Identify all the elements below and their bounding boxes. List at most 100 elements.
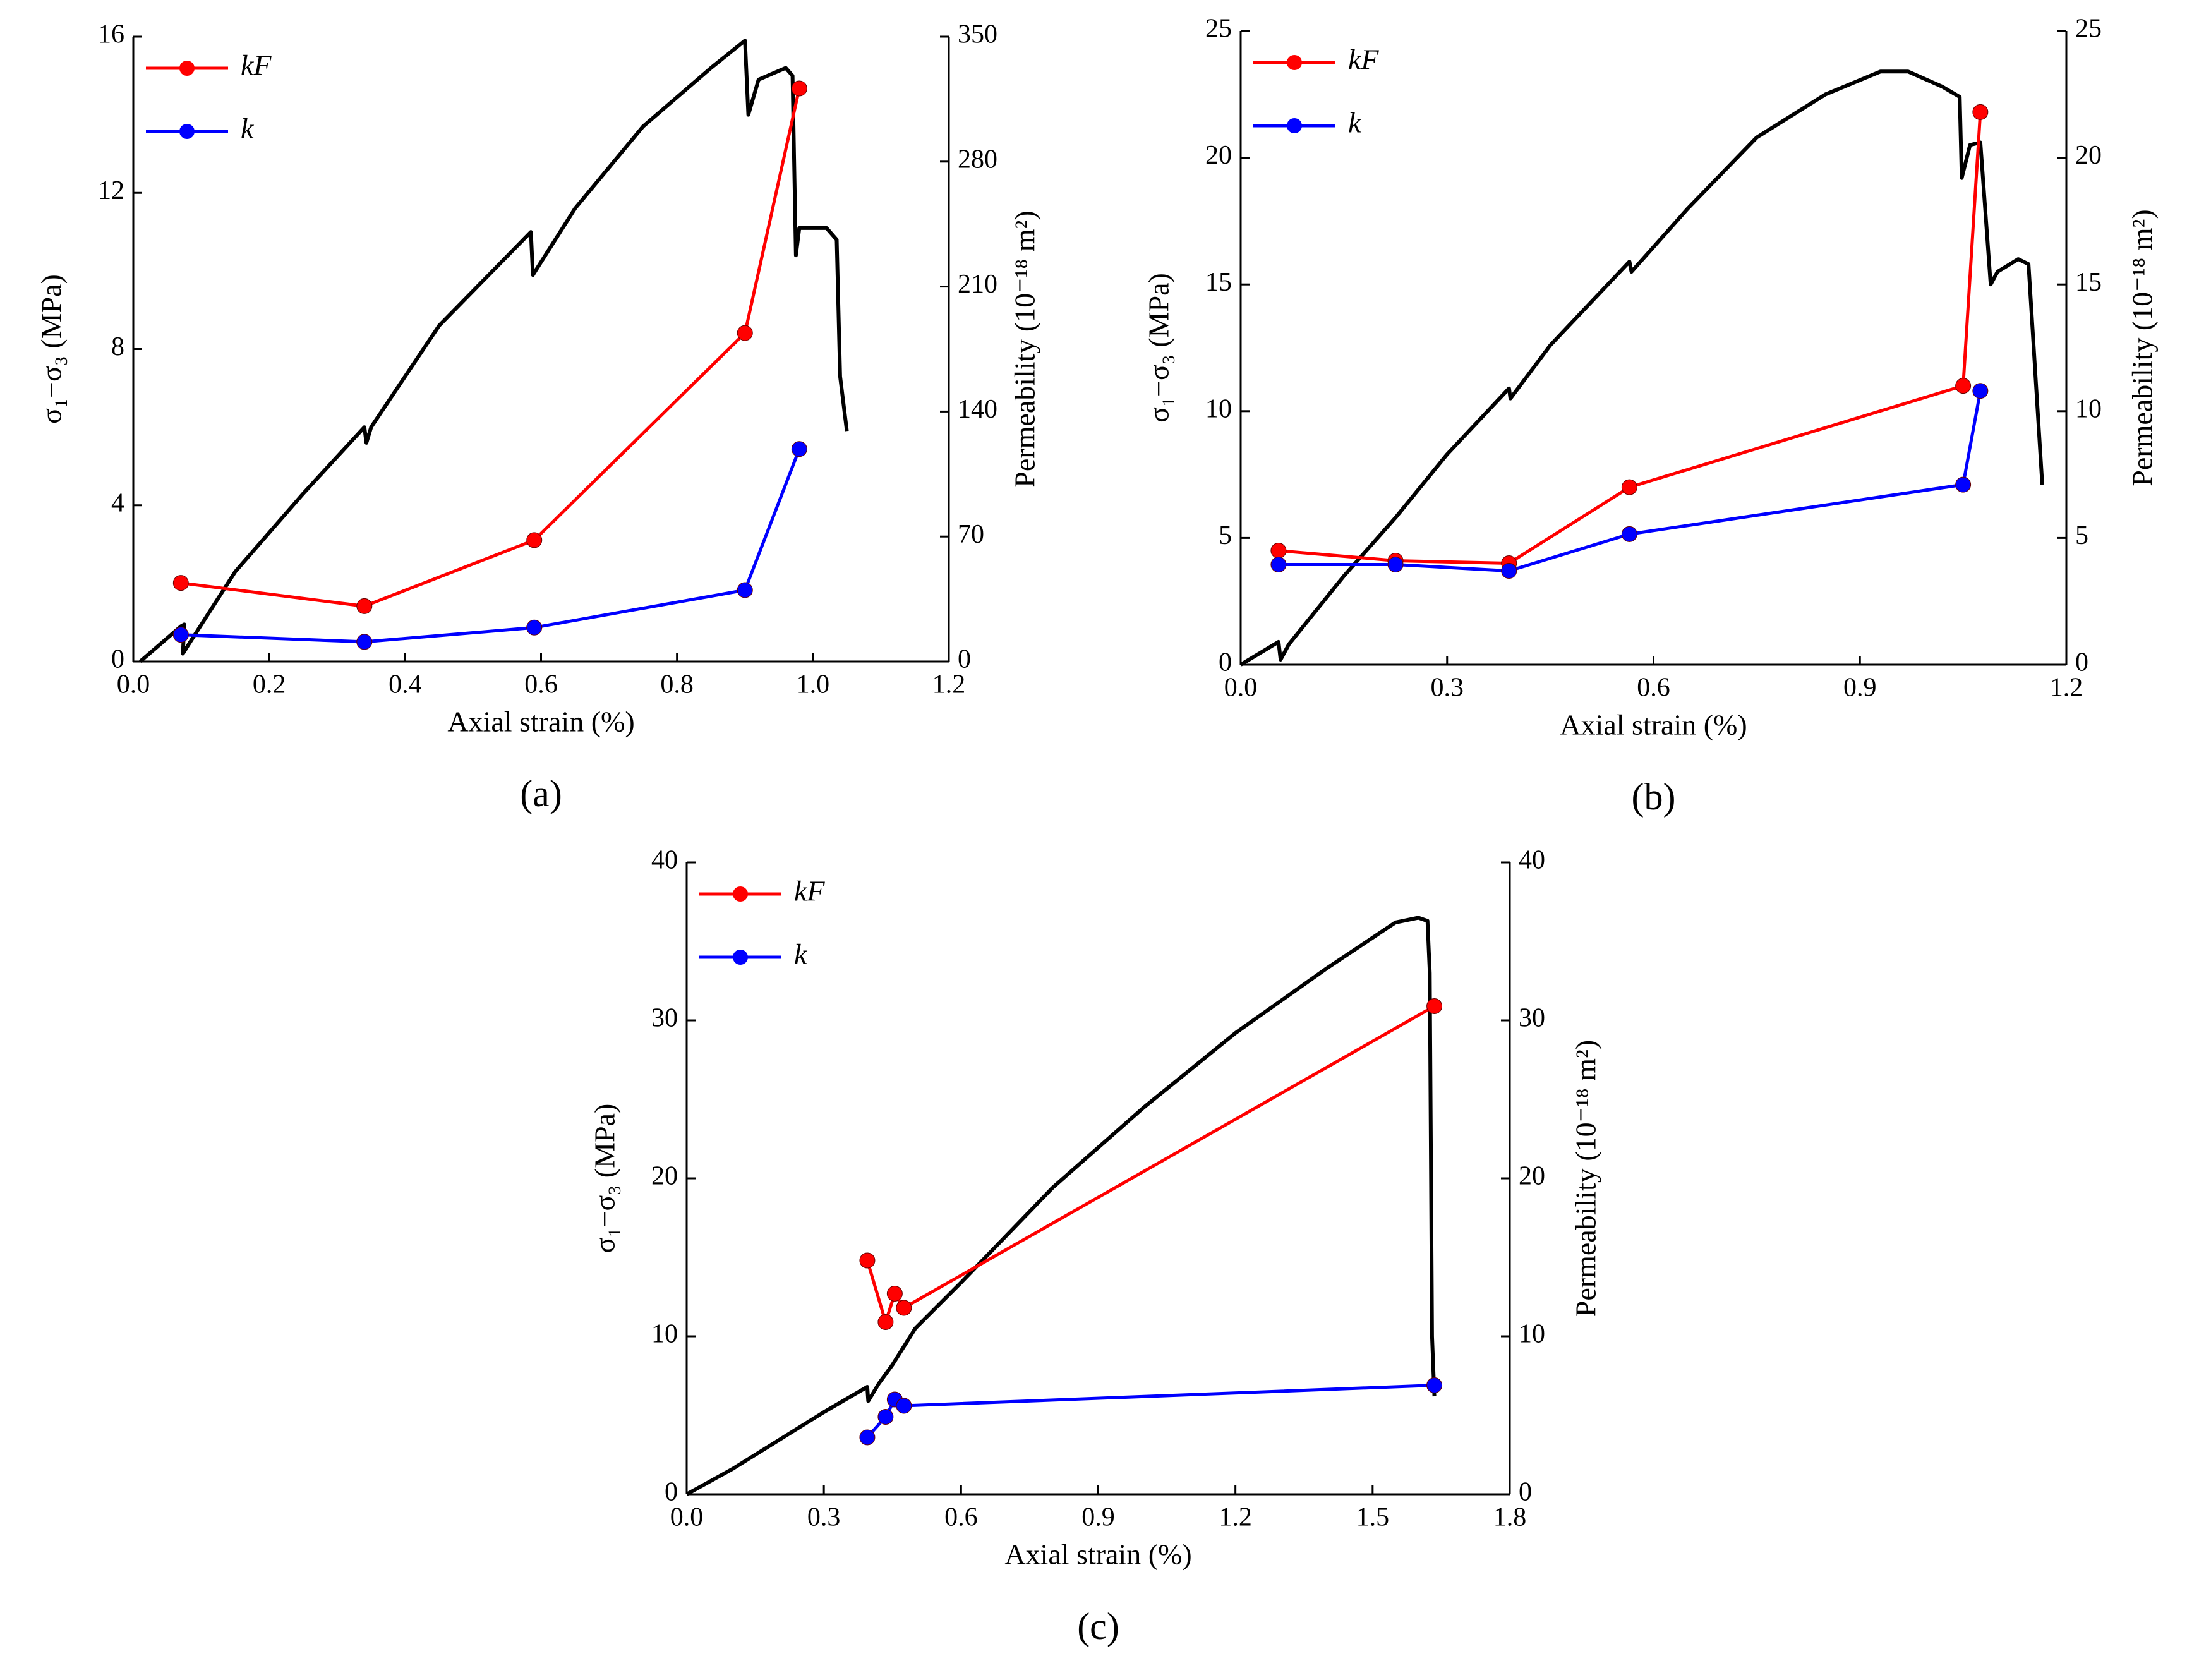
y-tick-label: 20 [1205, 141, 1232, 170]
y-tick-label: 16 [98, 20, 124, 49]
legend-label: k [241, 112, 255, 145]
legend-label: k [1348, 107, 1362, 139]
data-point [526, 532, 543, 548]
y2-tick-label: 20 [2075, 141, 2102, 170]
y2-tick-label: 350 [958, 20, 997, 49]
data-line [866, 1384, 1435, 1439]
data-point [1621, 526, 1637, 542]
y-tick-label: 20 [651, 1162, 678, 1191]
legend-marker [179, 124, 195, 139]
y2-tick-label: 25 [2075, 15, 2102, 44]
y2-tick-label: 5 [2075, 521, 2088, 550]
y-tick-label: 4 [111, 488, 124, 517]
y-axis-title: σ₁−σ₃ (MPa) [589, 1104, 621, 1254]
x-tick-label: 0.8 [660, 670, 694, 699]
y2-tick-label: 0 [958, 645, 971, 674]
y2-tick-label: 70 [958, 520, 984, 549]
y-tick-label: 8 [111, 332, 124, 361]
data-point [1972, 104, 1989, 120]
legend-marker [1287, 55, 1302, 70]
y2-tick-label: 10 [2075, 394, 2102, 423]
panel-label: (a) [520, 773, 562, 814]
data-line [865, 1005, 1435, 1324]
legend-label: kF [1348, 44, 1379, 76]
y-tick-label: 10 [1205, 394, 1232, 423]
data-point [896, 1398, 912, 1414]
data-point [172, 575, 189, 591]
x-tick-label: 1.5 [1356, 1503, 1390, 1532]
y-tick-label: 40 [651, 846, 678, 875]
data-point [896, 1300, 912, 1316]
data-line [1278, 390, 1982, 573]
panel: 0.0 0.3 0.6 0.9 1.205101520250510152025Axial… [1143, 15, 2159, 818]
y2-tick-label: 0 [2075, 648, 2088, 677]
data-point [859, 1252, 876, 1269]
y-tick-label: 0 [111, 645, 124, 674]
y2-tick-label: 140 [958, 395, 997, 424]
legend-label: k [794, 938, 808, 970]
legend-marker [1287, 118, 1302, 133]
data-point [1426, 1377, 1443, 1393]
data-point [1972, 383, 1989, 399]
data-point [1501, 563, 1517, 579]
data-line [1278, 112, 1982, 565]
x-tick-label: 0.6 [524, 670, 558, 699]
panel: 0.0 0.2 0.4 0.6 0.8 1.0 1.20481216070140210280… [35, 20, 1041, 814]
y2-tick-label: 30 [1519, 1004, 1545, 1033]
data-point [737, 325, 753, 341]
y2-tick-label: 10 [1519, 1320, 1545, 1349]
x-axis-title: Axial strain (%) [1004, 1538, 1191, 1571]
x-tick-label: 1.2 [932, 670, 966, 699]
data-line [181, 448, 801, 644]
data-point [526, 619, 543, 636]
legend-marker [733, 886, 748, 902]
x-tick-label: 0.0 [117, 670, 150, 699]
data-point [877, 1409, 894, 1425]
data-line [138, 39, 849, 663]
legend-label: kF [241, 49, 272, 82]
x-tick-label: 1.2 [2050, 674, 2083, 703]
y2-tick-label: 40 [1519, 846, 1545, 875]
x-tick-label: 1.2 [1219, 1503, 1252, 1532]
data-point [886, 1286, 903, 1302]
data-point [1955, 476, 1972, 493]
x-tick-label: 0.2 [253, 670, 286, 699]
y2-tick-label: 210 [958, 270, 997, 299]
data-point [1270, 557, 1287, 573]
panel: 0.0 0.3 0.6 0.9 1.2 1.5 1.8010203040010203040A… [589, 846, 1602, 1647]
data-point [1387, 557, 1404, 573]
x-tick-label: 0.9 [1843, 674, 1877, 703]
y2-tick-label: 0 [1519, 1478, 1532, 1507]
panel-label: (c) [1077, 1605, 1119, 1647]
data-point [172, 627, 189, 643]
y-tick-label: 0 [1219, 648, 1232, 677]
data-point [1621, 479, 1637, 495]
y-tick-label: 10 [651, 1320, 678, 1349]
x-tick-label: 1.8 [1493, 1503, 1527, 1532]
data-point [356, 634, 373, 650]
data-point [1955, 378, 1972, 394]
y-axis-title: σ₁−σ₃ (MPa) [35, 274, 68, 424]
y2-tick-label: 280 [958, 145, 997, 174]
y2-tick-label: 20 [1519, 1162, 1545, 1191]
data-point [859, 1429, 876, 1446]
data-line [1239, 69, 2044, 667]
x-tick-label: 0.6 [944, 1503, 978, 1532]
y-tick-label: 5 [1219, 521, 1232, 550]
x-axis-title: Axial strain (%) [447, 706, 634, 738]
data-point [1426, 998, 1443, 1014]
legend-marker [179, 61, 195, 76]
y2-axis-title: Permeability (10⁻¹⁸ m²) [1009, 210, 1041, 487]
data-point [737, 582, 753, 598]
y2-axis-title: Permeability (10⁻¹⁸ m²) [1570, 1040, 1602, 1317]
y-tick-label: 12 [98, 176, 124, 205]
data-line [685, 916, 1437, 1496]
x-tick-label: 0.9 [1081, 1503, 1115, 1532]
y-axis-title: σ₁−σ₃ (MPa) [1143, 273, 1175, 423]
x-tick-label: 0.4 [389, 670, 422, 699]
data-point [791, 80, 807, 97]
x-tick-label: 0.0 [1224, 674, 1258, 703]
y-tick-label: 15 [1205, 268, 1232, 297]
panel-label: (b) [1632, 776, 1676, 818]
